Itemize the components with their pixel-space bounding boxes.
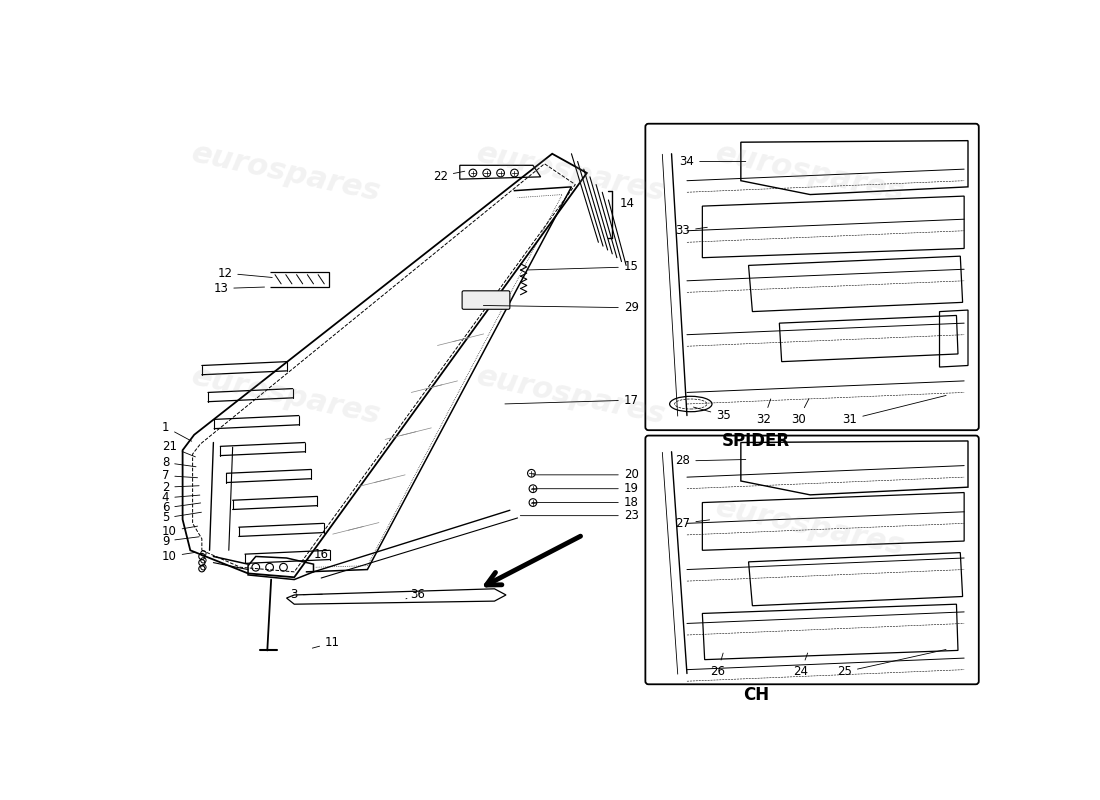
Text: eurospares: eurospares — [713, 138, 908, 207]
Text: 34: 34 — [680, 155, 746, 168]
Text: 35: 35 — [693, 407, 732, 422]
Text: 9: 9 — [162, 534, 199, 547]
Text: 5: 5 — [162, 511, 201, 525]
Text: CH: CH — [744, 686, 769, 704]
Text: 19: 19 — [532, 482, 639, 495]
Text: 30: 30 — [791, 398, 808, 426]
Text: eurospares: eurospares — [474, 138, 669, 207]
Text: 22: 22 — [433, 170, 465, 182]
Text: 26: 26 — [711, 653, 725, 678]
Text: 11: 11 — [312, 636, 340, 650]
Text: eurospares: eurospares — [189, 138, 384, 207]
Text: 1: 1 — [162, 421, 191, 441]
Text: 14: 14 — [619, 198, 635, 210]
Text: 32: 32 — [757, 399, 771, 426]
Text: 6: 6 — [162, 502, 200, 514]
Text: 8: 8 — [162, 456, 196, 469]
Text: 10: 10 — [162, 550, 196, 563]
Text: 29: 29 — [483, 302, 639, 314]
Text: SPIDER: SPIDER — [723, 432, 790, 450]
Text: 3: 3 — [290, 589, 322, 602]
Text: eurospares: eurospares — [474, 362, 669, 430]
Text: 21: 21 — [162, 440, 196, 457]
Text: 27: 27 — [675, 517, 710, 530]
Text: 18: 18 — [532, 496, 639, 509]
Text: 24: 24 — [793, 653, 808, 678]
Text: 13: 13 — [213, 282, 264, 295]
Text: 17: 17 — [505, 394, 639, 406]
Text: 15: 15 — [528, 261, 639, 274]
Text: eurospares: eurospares — [713, 493, 908, 562]
Text: eurospares: eurospares — [189, 362, 384, 430]
Text: 28: 28 — [675, 454, 746, 467]
Text: 16: 16 — [305, 548, 329, 562]
Text: 25: 25 — [837, 650, 946, 678]
Text: 2: 2 — [162, 481, 199, 494]
Text: 12: 12 — [218, 266, 272, 280]
Text: 33: 33 — [675, 224, 707, 238]
Text: 4: 4 — [162, 491, 200, 505]
Text: 23: 23 — [520, 509, 639, 522]
Text: 31: 31 — [843, 395, 946, 426]
Text: 36: 36 — [406, 588, 425, 601]
Text: 10: 10 — [162, 525, 198, 538]
FancyBboxPatch shape — [462, 291, 510, 310]
Text: 7: 7 — [162, 469, 198, 482]
Text: 20: 20 — [532, 468, 639, 482]
